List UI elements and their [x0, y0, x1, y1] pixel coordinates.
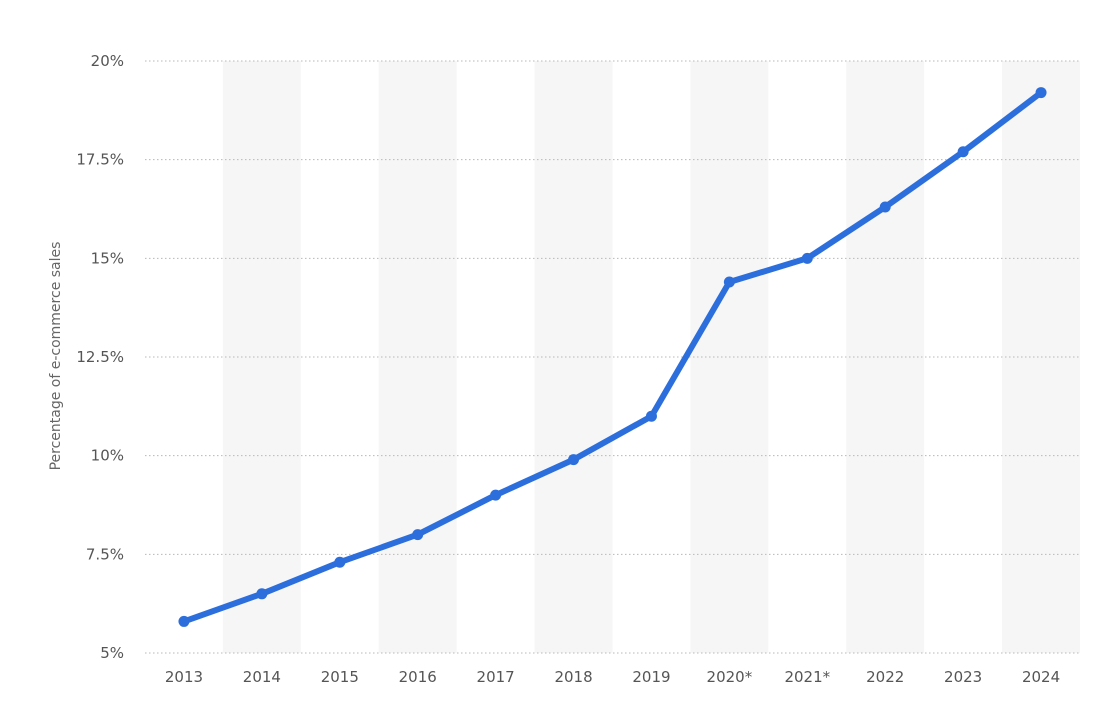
data-point[interactable]	[490, 489, 502, 501]
y-axis-title: Percentage of e-commerce sales	[48, 242, 64, 471]
x-tick-label: 2015	[321, 668, 359, 686]
x-tick-label: 2021*	[784, 668, 830, 686]
y-tick-label: 10%	[91, 447, 124, 465]
data-point[interactable]	[957, 146, 969, 158]
x-tick-label: 2024	[1022, 668, 1060, 686]
data-point[interactable]	[801, 252, 813, 264]
data-point[interactable]	[1035, 87, 1047, 99]
y-tick-label: 17.5%	[76, 151, 124, 169]
y-tick-label: 5%	[100, 644, 124, 662]
x-tick-label: 2022	[866, 668, 904, 686]
data-point[interactable]	[568, 454, 580, 466]
y-tick-label: 7.5%	[86, 545, 124, 563]
y-tick-label: 20%	[91, 52, 124, 70]
x-tick-label: 2014	[243, 668, 281, 686]
series-line	[181, 89, 1044, 625]
y-tick-label: 12.5%	[76, 348, 124, 366]
data-point[interactable]	[879, 201, 891, 213]
data-point[interactable]	[412, 529, 424, 541]
x-tick-label: 2017	[477, 668, 515, 686]
x-tick-label: 2023	[944, 668, 982, 686]
x-tick-label: 2016	[399, 668, 437, 686]
data-point[interactable]	[723, 276, 735, 288]
x-tick-label: 2018	[554, 668, 592, 686]
series-group	[178, 87, 1047, 627]
x-tick-label: 2013	[165, 668, 203, 686]
x-tick-labels: 2013 2014 2015 2016 2017 2018 2019 2020* 2021* 20…	[165, 668, 1060, 686]
x-tick-label: 2019	[632, 668, 670, 686]
x-tick-label: 2020*	[707, 668, 753, 686]
column-bands	[222, 61, 1080, 653]
data-point[interactable]	[256, 588, 268, 600]
data-point[interactable]	[645, 410, 657, 422]
data-point[interactable]	[334, 556, 346, 568]
y-tick-label: 15%	[91, 249, 124, 267]
y-tick-labels: 20% 17.5% 15% 12.5% 10% 7.5% 5%	[76, 52, 124, 662]
data-point[interactable]	[178, 615, 190, 627]
